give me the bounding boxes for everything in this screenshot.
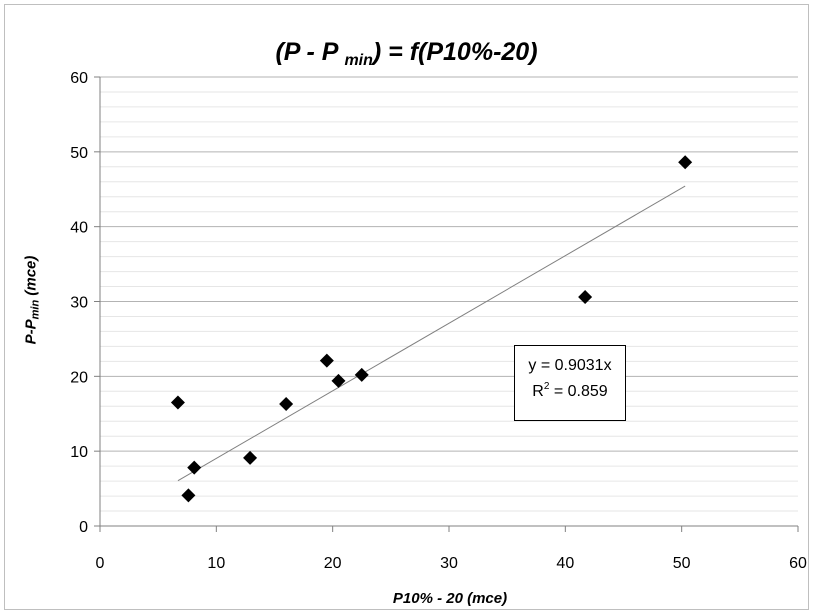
trendline-equation-box: y = 0.9031x R2 = 0.859 xyxy=(514,345,626,421)
x-tick-label: 40 xyxy=(556,555,574,572)
major-gridlines xyxy=(100,76,798,452)
y-axis-label-subscript: min xyxy=(29,299,42,320)
data-point xyxy=(181,488,196,503)
trendline xyxy=(177,185,686,482)
trendline-equation: y = 0.9031x xyxy=(528,357,612,374)
chart-title-tail: ) = f(P10%-20) xyxy=(372,38,538,66)
data-point xyxy=(678,155,693,170)
y-tick-label: 0 xyxy=(79,519,88,536)
chart-frame xyxy=(4,4,809,610)
data-point xyxy=(170,395,185,410)
minor-gridlines xyxy=(100,91,798,512)
y-axis-label-tail: (mce) xyxy=(22,255,40,300)
data-point xyxy=(279,397,294,412)
r-squared-label: R2 = 0.859 xyxy=(515,381,625,401)
x-tick-label: 0 xyxy=(96,555,105,572)
chart-title: (P - P min) = f(P10%-20) xyxy=(0,38,813,70)
x-axis-label: P10% - 20 (mce) xyxy=(392,590,508,607)
y-tick-label: 50 xyxy=(70,145,88,162)
r-squared-sup: 2 xyxy=(543,381,550,392)
x-tick-label: 30 xyxy=(440,555,458,572)
y-tick-label: 20 xyxy=(70,369,88,386)
x-tick-label: 50 xyxy=(673,555,691,572)
data-point xyxy=(319,353,334,368)
data-point xyxy=(187,460,202,475)
tick-labels: 0 10 20 30 40 50 60 0 10 20 30 40 50 60 xyxy=(70,70,807,572)
chart-title-subscript: min xyxy=(344,52,373,69)
y-tick-label: 10 xyxy=(70,444,88,461)
y-tick-label: 60 xyxy=(70,70,88,87)
y-axis-label-main: P-P xyxy=(22,319,40,345)
data-points xyxy=(170,155,693,503)
data-point xyxy=(243,450,258,465)
r-squared-main: R xyxy=(532,383,544,400)
x-tick-label: 20 xyxy=(324,555,342,572)
r-squared-tail: = 0.859 xyxy=(549,383,608,400)
axes xyxy=(94,76,799,532)
chart-title-main: (P - P xyxy=(275,38,345,66)
y-axis-label: P-Pmin (mce) xyxy=(23,256,42,345)
x-tick-label: 10 xyxy=(207,555,225,572)
data-point xyxy=(578,290,593,305)
data-point xyxy=(331,373,346,388)
data-point xyxy=(354,367,369,382)
y-tick-label: 30 xyxy=(70,295,88,312)
trendline-group xyxy=(177,185,686,482)
x-tick-label: 60 xyxy=(789,555,807,572)
y-tick-label: 40 xyxy=(70,220,88,237)
